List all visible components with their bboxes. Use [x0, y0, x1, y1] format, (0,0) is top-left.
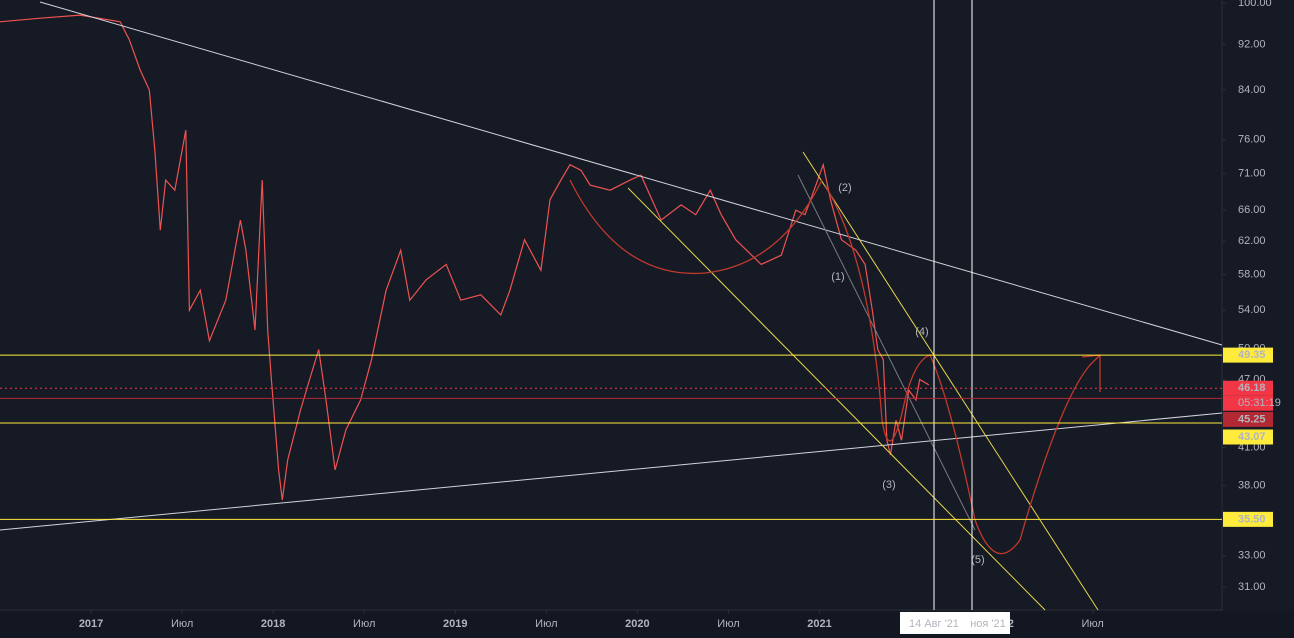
x-tick-label: Июл: [171, 618, 193, 630]
y-tick-label: 62.00: [1238, 235, 1266, 247]
trendline: [0, 412, 1223, 531]
cursor-label-box: [900, 612, 968, 634]
countdown-box: [1223, 395, 1273, 411]
trendline: [797, 174, 976, 531]
x-tick-label: Июл: [1082, 618, 1104, 630]
y-tick-label: 76.00: [1238, 134, 1266, 146]
level-label: 49.35: [1238, 349, 1266, 361]
cursor-label: 14 Авг '21: [909, 618, 959, 630]
y-tick-label: 31.00: [1238, 581, 1266, 593]
level-label: 43.07: [1238, 431, 1266, 443]
x-tick-label: 2021: [807, 618, 831, 630]
cursor-label-box: [968, 612, 1010, 634]
trendline: [802, 151, 1099, 611]
wave-label: (2): [838, 182, 851, 194]
y-tick-label: 71.00: [1238, 168, 1266, 180]
level-label-box: [1223, 429, 1273, 445]
level-label-box: [1223, 511, 1273, 527]
time-axis: [0, 611, 1294, 638]
wave-label: (4): [915, 326, 928, 338]
x-tick-label: 2018: [261, 618, 285, 630]
level-label: 46.18: [1238, 382, 1266, 394]
y-tick-label: 58.00: [1238, 269, 1266, 281]
x-tick-label: 2017: [79, 618, 103, 630]
y-tick-label: 33.00: [1238, 550, 1266, 562]
trendline: [627, 187, 1046, 611]
countdown: 05:31:19: [1238, 397, 1281, 409]
level-label-box: [1223, 411, 1273, 427]
wave-label: (3): [882, 479, 895, 491]
drawings: [0, 0, 1223, 611]
y-tick-label: 92.00: [1238, 38, 1266, 50]
x-tick-label: Июл: [717, 618, 739, 630]
y-tick-label: 54.00: [1238, 304, 1266, 316]
level-label-box: [1223, 380, 1273, 396]
level-label: 35.50: [1238, 513, 1266, 525]
x-tick-label: Июл: [353, 618, 375, 630]
y-tick-label: 84.00: [1238, 84, 1266, 96]
y-tick-label: 100.00: [1238, 0, 1272, 9]
level-label: 45.25: [1238, 413, 1266, 425]
level-label-box: [1223, 347, 1273, 363]
cursor-label: ноя '21: [970, 618, 1006, 630]
trendline: [39, 1, 1223, 346]
price-line: [0, 14, 930, 501]
x-tick-label: 2019: [443, 618, 467, 630]
x-tick-label: Июл: [535, 618, 557, 630]
wave-label: (5): [971, 554, 984, 566]
y-tick-label: 66.00: [1238, 204, 1266, 216]
x-tick-label: 2020: [625, 618, 649, 630]
wave-label: (1): [831, 271, 844, 283]
y-tick-label: 38.00: [1238, 479, 1266, 491]
curve: [569, 179, 823, 275]
